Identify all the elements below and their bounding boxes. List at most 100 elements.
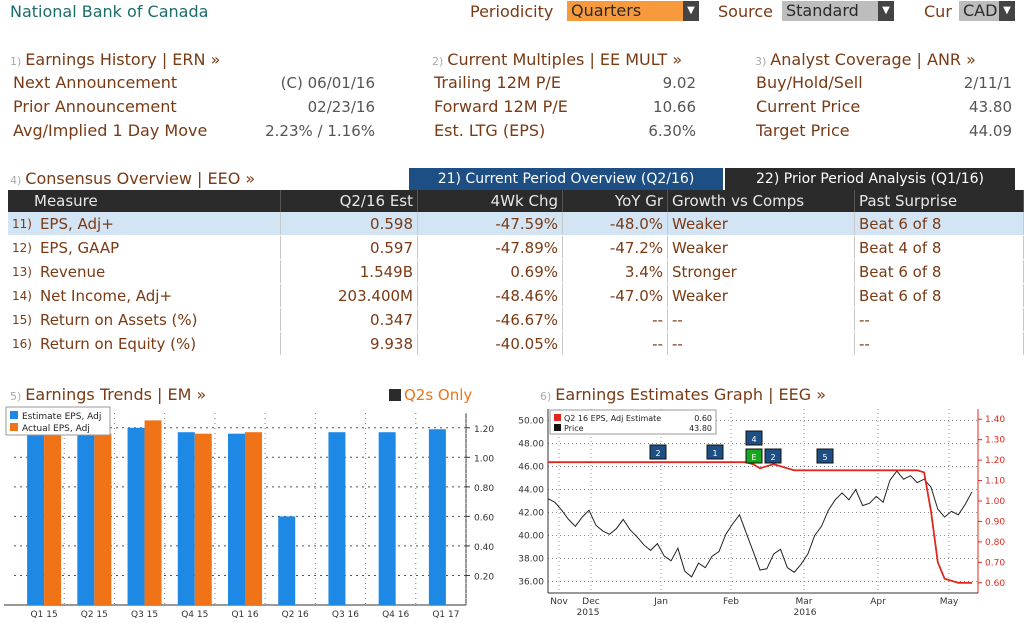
col-yoy[interactable]: YoY Gr — [562, 190, 668, 212]
earnings-trends-title[interactable]: 5) Earnings Trends | EM » — [10, 385, 207, 404]
event-marker-label: 2 — [770, 453, 775, 462]
event-marker: 4 — [745, 430, 763, 446]
legend-swatch-actual — [10, 423, 18, 431]
table-row[interactable]: 13) Revenue 1.549B 0.69% 3.4% Stronger B… — [8, 259, 1024, 284]
x-tick-label: Q3 15 — [131, 610, 158, 620]
periodicity-value[interactable]: Quarters — [567, 1, 683, 21]
x-tick-label: Q1 17 — [432, 610, 459, 620]
legend-label-estimate: Q2 16 EPS, Adj Estimate — [564, 414, 661, 423]
bar-estimate — [328, 432, 346, 605]
y-tick-label: 0.40 — [474, 543, 494, 553]
currency-value[interactable]: CAD — [959, 1, 999, 21]
bar-estimate — [27, 435, 45, 605]
event-marker-box — [649, 444, 667, 460]
x-tick-label: Dec — [582, 597, 599, 607]
ac-row: Current Price 43.80 — [756, 97, 1012, 116]
ac-row: Buy/Hold/Sell 2/11/1 — [756, 73, 1012, 92]
earnings-trends-chart: 1.20 1.00 0.80 0.60 0.40 0.20 Q1 15 Q2 15 Q3 15 Q… — [4, 406, 494, 620]
col-growth[interactable]: Growth vs Comps — [667, 190, 855, 212]
x-year-label: 2015 — [577, 608, 600, 618]
event-marker: 1 — [706, 444, 724, 460]
table-header-row: Measure Q2/16 Est 4Wk Chg YoY Gr Growth … — [8, 190, 1024, 212]
y-tick-label: 0.60 — [474, 513, 494, 523]
consensus-title[interactable]: 4) Consensus Overview | EEO » — [10, 169, 256, 188]
chevron-down-icon[interactable]: ▼ — [878, 1, 894, 21]
chevron-down-icon[interactable]: ▼ — [999, 1, 1015, 21]
tab-prior-period[interactable]: 22) Prior Period Analysis (Q1/16) — [725, 168, 1015, 190]
cm-row: Forward 12M P/E 10.66 — [434, 97, 696, 116]
event-marker-box — [745, 430, 763, 446]
col-4wk[interactable]: 4Wk Chg — [417, 190, 563, 212]
table-row[interactable]: 14) Net Income, Adj+ 203.400M -48.46% -4… — [8, 283, 1024, 308]
right-tick-label: 1.10 — [985, 477, 1005, 487]
periodicity-select[interactable]: Quarters ▼ — [567, 1, 699, 21]
estimate-line — [548, 461, 972, 584]
q2s-only-toggle[interactable]: Q2s Only — [389, 386, 472, 404]
x-tick-label: Q1 15 — [31, 610, 58, 620]
x-tick-label: Feb — [723, 597, 739, 607]
analyst-coverage-panel: Buy/Hold/Sell 2/11/1 Current Price 43.80… — [756, 73, 1012, 145]
event-marker-label: 4 — [751, 435, 756, 444]
earnings-history-title[interactable]: 1) Earnings History | ERN » — [10, 50, 221, 69]
right-tick-label: 0.80 — [985, 538, 1005, 548]
source-label: Source — [718, 2, 773, 21]
legend-swatch-estimate — [554, 414, 561, 421]
checkbox-icon[interactable] — [389, 389, 401, 401]
consensus-tabs: 21) Current Period Overview (Q2/16) 22) … — [0, 168, 1024, 190]
chart-legend: Estimate EPS, Adj Actual EPS, Adj — [5, 406, 111, 436]
cm-row: Trailing 12M P/E 9.02 — [434, 73, 696, 92]
col-surprise[interactable]: Past Surprise — [854, 190, 1024, 212]
currency-select[interactable]: CAD ▼ — [959, 1, 1015, 21]
chart-legend: Q2 16 EPS, Adj Estimate 0.60 Price 43.80 — [549, 409, 717, 435]
tab-current-period[interactable]: 21) Current Period Overview (Q2/16) — [409, 168, 723, 190]
source-value[interactable]: Standard — [782, 1, 878, 21]
bar-actual — [94, 433, 112, 605]
x-tick-label: Q3 16 — [332, 610, 359, 620]
legend-swatch-estimate — [10, 411, 18, 419]
event-marker: 2 — [649, 444, 667, 460]
right-tick-label: 1.00 — [985, 497, 1005, 507]
x-tick-label: Nov — [550, 597, 568, 607]
legend-label-estimate: Estimate EPS, Adj — [22, 412, 101, 422]
bar-estimate — [428, 429, 446, 605]
table-row[interactable]: 11) EPS, Adj+ 0.598 -47.59% -48.0% Weake… — [8, 212, 1024, 236]
legend-value-estimate: 0.60 — [694, 414, 712, 423]
left-tick-label: 38.00 — [518, 555, 544, 565]
bar-actual — [144, 420, 162, 605]
right-tick-label: 0.90 — [985, 517, 1005, 527]
left-tick-label: 40.00 — [518, 532, 544, 542]
event-marker-box — [816, 448, 834, 464]
analyst-coverage-title[interactable]: 3) Analyst Coverage | ANR » — [755, 50, 976, 69]
bar-actual — [44, 433, 62, 605]
table-row[interactable]: 12) EPS, GAAP 0.597 -47.89% -47.2% Weake… — [8, 235, 1024, 260]
left-tick-label: 42.00 — [518, 509, 544, 519]
x-tick-label: Q4 16 — [382, 610, 409, 620]
left-tick-label: 50.00 — [518, 417, 544, 427]
x-tick-label: Q2 15 — [81, 610, 108, 620]
consensus-table: Measure Q2/16 Est 4Wk Chg YoY Gr Growth … — [8, 190, 1024, 356]
table-row[interactable]: 15) Return on Assets (%) 0.347 -46.67% -… — [8, 307, 1024, 332]
eh-row: Prior Announcement 02/23/16 — [13, 97, 375, 116]
left-tick-label: 46.00 — [518, 463, 544, 473]
current-multiples-panel: Trailing 12M P/E 9.02 Forward 12M P/E 10… — [434, 73, 696, 145]
legend-label-price: Price — [564, 424, 584, 433]
event-marker-box — [706, 444, 724, 460]
legend-value-price: 43.80 — [689, 424, 712, 433]
col-est[interactable]: Q2/16 Est — [280, 190, 418, 212]
event-marker-box — [764, 448, 782, 464]
cm-row: Est. LTG (EPS) 6.30% — [434, 121, 696, 140]
table-row[interactable]: 16) Return on Equity (%) 9.938 -40.05% -… — [8, 331, 1024, 356]
legend-swatch-price — [554, 424, 561, 431]
x-tick-label: Q4 15 — [181, 610, 208, 620]
earnings-graph-title[interactable]: 6) Earnings Estimates Graph | EEG » — [540, 385, 827, 404]
current-multiples-title[interactable]: 2) Current Multiples | EE MULT » — [432, 50, 683, 69]
company-name: National Bank of Canada — [10, 2, 209, 21]
source-select[interactable]: Standard ▼ — [782, 1, 894, 21]
col-measure[interactable]: Measure — [8, 190, 281, 212]
event-marker: E — [745, 448, 763, 464]
bar-estimate — [278, 516, 296, 605]
earnings-graph-chart: 50.00 48.00 46.00 44.00 42.00 40.00 38.00 36.00… — [518, 409, 1005, 618]
chevron-down-icon[interactable]: ▼ — [683, 1, 699, 21]
event-marker-label: 1 — [712, 449, 717, 458]
legend-label-actual: Actual EPS, Adj — [22, 424, 90, 434]
